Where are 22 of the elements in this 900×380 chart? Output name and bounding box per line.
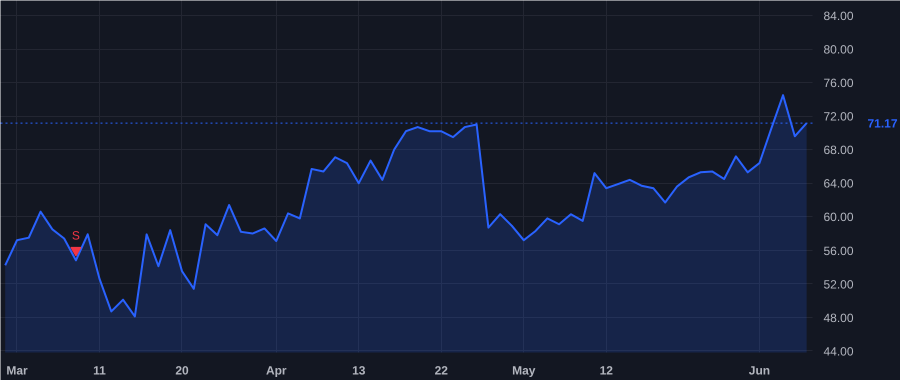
y-tick-label: 48.00 xyxy=(824,310,854,325)
x-tick-label: Jun xyxy=(748,364,770,378)
y-tick-label: 56.00 xyxy=(824,244,854,258)
x-tick-label: 22 xyxy=(434,364,448,378)
y-tick-label: 60.00 xyxy=(824,210,854,224)
y-tick-label: 68.00 xyxy=(824,143,854,158)
y-tick-label: 80.00 xyxy=(824,42,854,57)
y-tick-label: 84.00 xyxy=(824,9,854,24)
y-tick-label: 52.00 xyxy=(824,277,854,292)
y-tick-label: 64.00 xyxy=(824,176,854,191)
y-tick-label: 44.00 xyxy=(824,344,854,358)
ref-line-label: 71.17 xyxy=(868,116,898,131)
x-tick-label: 13 xyxy=(352,364,366,378)
x-tick-label: May xyxy=(512,364,536,378)
x-tick-label: 12 xyxy=(600,364,614,378)
x-tick-label: Apr xyxy=(266,364,287,378)
annotation: S xyxy=(72,228,80,242)
x-tick-label: 20 xyxy=(175,364,189,378)
y-tick-label: 72.00 xyxy=(824,110,854,124)
y-tick-label: 76.00 xyxy=(824,76,854,90)
x-tick-label: Mar xyxy=(6,364,28,378)
x-tick-label: 11 xyxy=(93,364,106,378)
